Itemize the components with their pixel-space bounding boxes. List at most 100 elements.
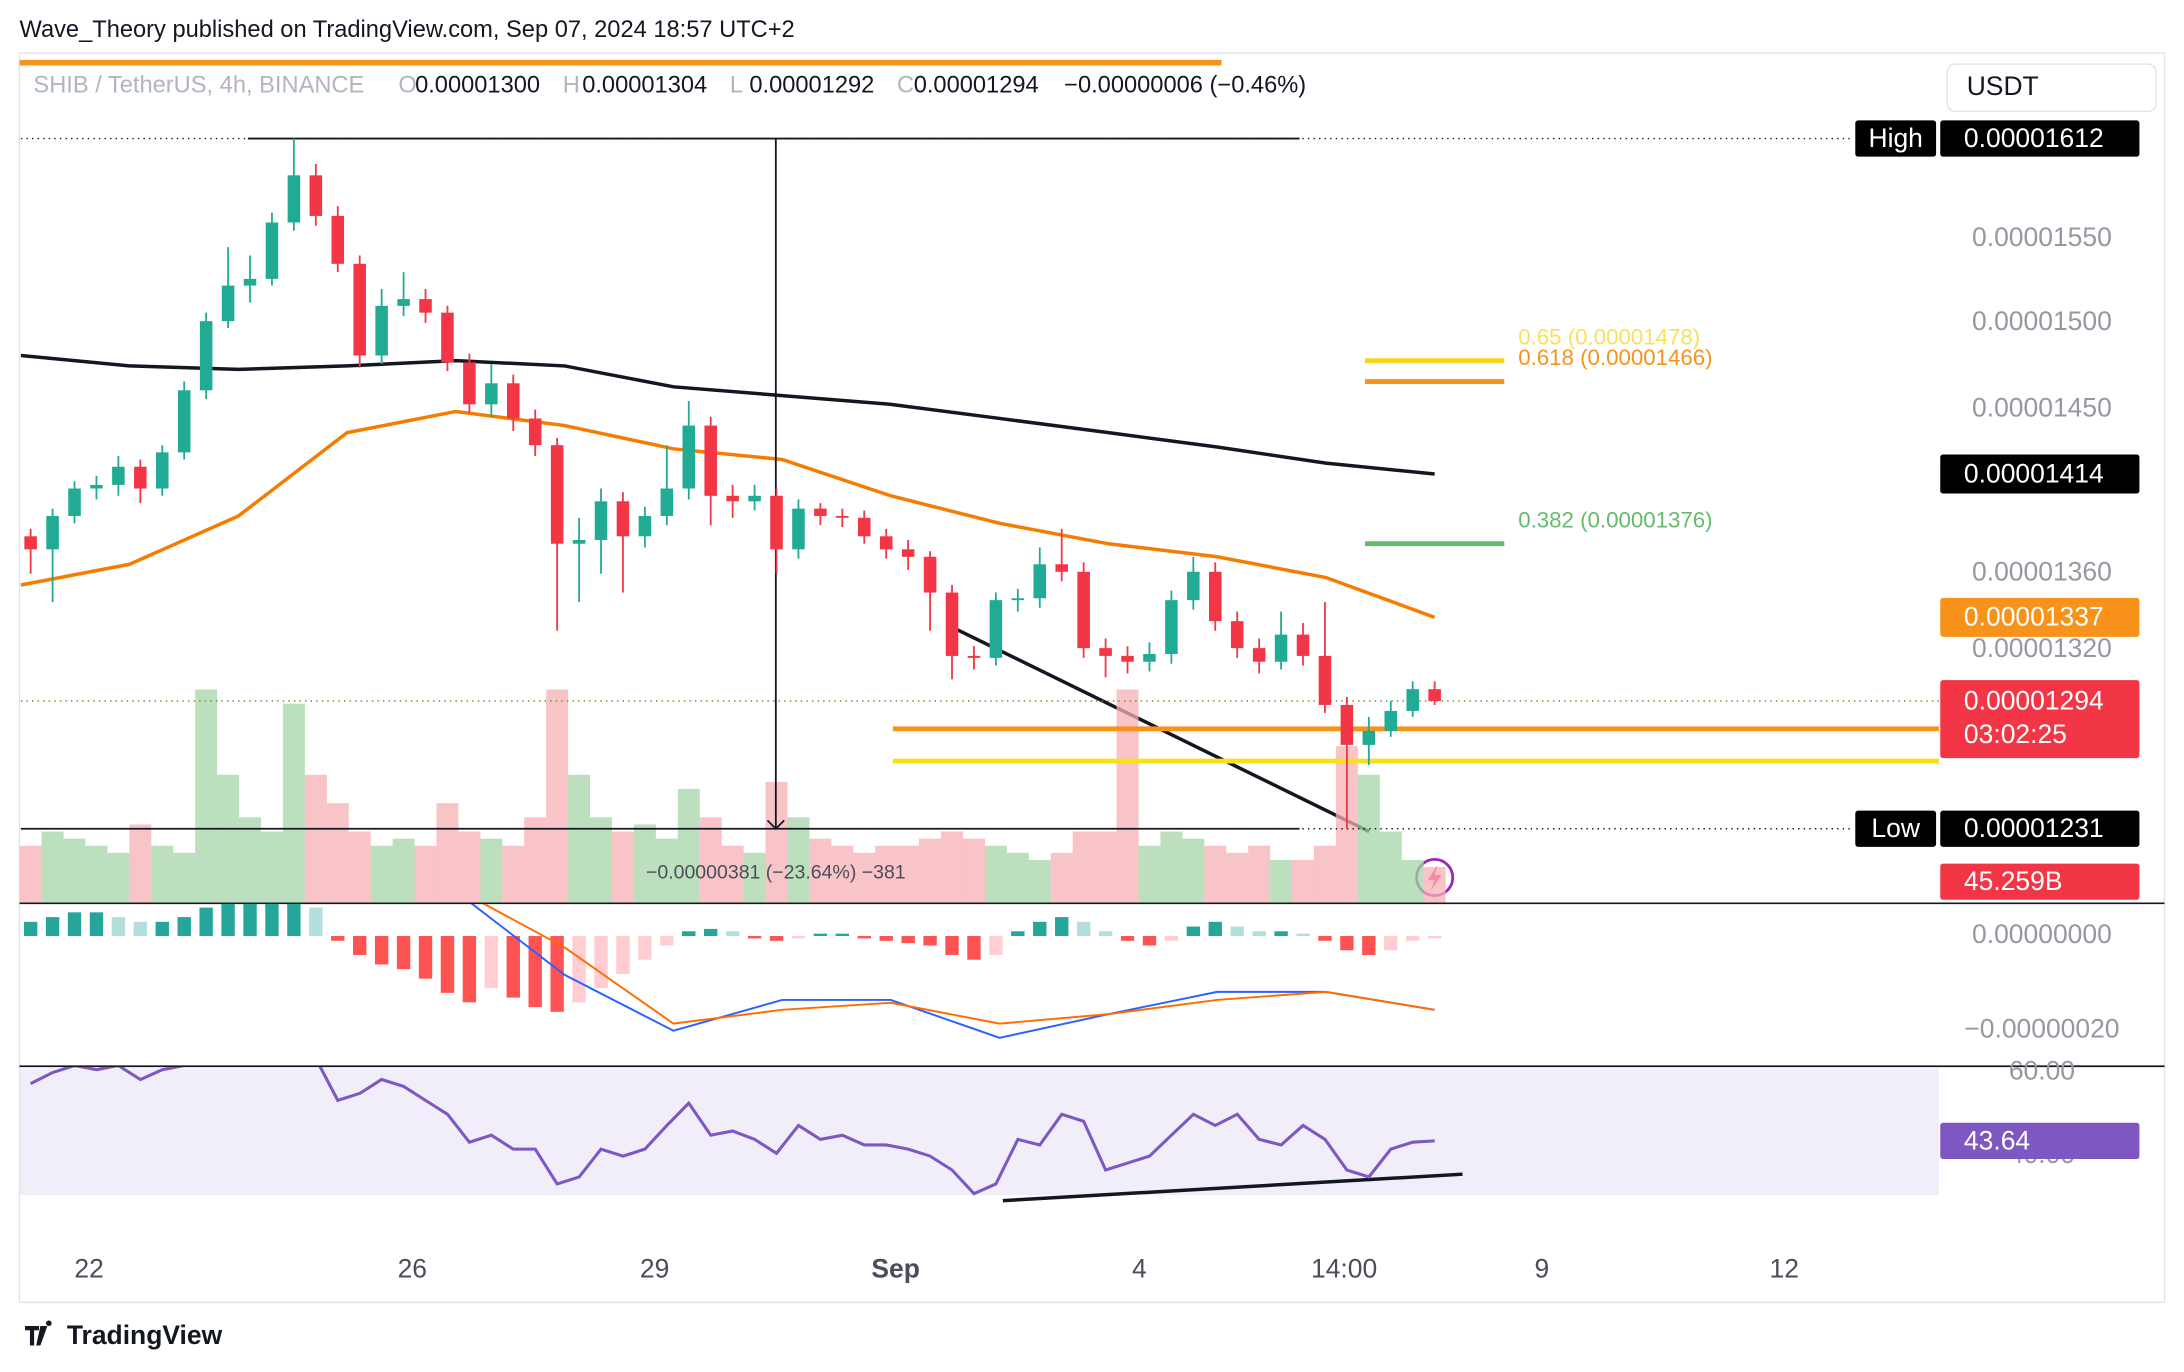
macd-histogram-bar (45, 917, 60, 937)
volume-bar (1094, 831, 1117, 903)
macd-histogram-bar (265, 903, 279, 937)
macd-histogram-bar (89, 912, 104, 937)
volume-bar (1292, 859, 1315, 903)
volume-badge-bg (1940, 863, 2140, 900)
loading-bar (19, 59, 1222, 66)
volume-bar (1050, 852, 1073, 903)
candle-body (134, 466, 147, 489)
volume-bar (1379, 831, 1402, 903)
macd-histogram-bar (967, 936, 981, 960)
candle-body (1165, 600, 1178, 654)
y-tick-label: 0.00001360 (1972, 557, 2112, 587)
volume-bar (677, 788, 700, 903)
volume-bar (546, 689, 569, 903)
volume-bar (151, 845, 174, 903)
volume-bar (1204, 845, 1227, 903)
volume-bar (962, 838, 985, 903)
ema-badge: 0.00001414 (1964, 458, 2104, 488)
macd-histogram-bar (1362, 936, 1376, 955)
candle-body (638, 515, 652, 537)
macd-histogram-bar (67, 912, 82, 937)
macd-histogram-bar (177, 917, 191, 937)
candle-body (68, 488, 81, 516)
macd-histogram-bar (682, 931, 696, 937)
ohlc-value: 0.00001300 (415, 73, 540, 99)
x-tick-label: 29 (640, 1253, 669, 1283)
volume-bar (1072, 831, 1095, 903)
x-tick-label: 14:00 (1311, 1253, 1377, 1283)
macd-histogram-bar (616, 936, 630, 974)
candle-body (1406, 689, 1419, 711)
candle-body (177, 390, 191, 453)
volume-bar (568, 774, 591, 903)
y-tick-label: 0.00000000 (1972, 919, 2112, 949)
volume-bar (853, 852, 876, 903)
candle-body (616, 501, 630, 537)
macd-histogram-bar (1384, 936, 1398, 951)
macd-histogram-bar (813, 933, 828, 937)
x-tick-label: 9 (1535, 1253, 1550, 1283)
macd-histogram-bar (594, 936, 608, 989)
low-tag: Low (1871, 813, 1920, 843)
volume-bar (787, 817, 810, 903)
macd-histogram-bar (331, 936, 345, 941)
candle-body (858, 517, 871, 537)
macd-histogram-bar (879, 936, 893, 941)
macd-histogram-bar (901, 936, 915, 944)
volume-bar (1313, 845, 1336, 903)
macd-histogram-bar (550, 936, 564, 1012)
macd-histogram-bar (572, 936, 586, 1003)
volume-bar (1357, 774, 1380, 903)
ohlc-key: H (563, 73, 580, 99)
macd-histogram-bar (243, 903, 257, 937)
macd-histogram-bar (1406, 936, 1420, 941)
volume-bar (1028, 859, 1051, 903)
macd-histogram-bar (374, 936, 389, 965)
volume-bar (392, 838, 415, 903)
volume-bar (370, 845, 393, 903)
volume-bar (348, 831, 371, 903)
candle-body (1099, 648, 1112, 656)
candle-body (770, 495, 783, 550)
volume-bar (1160, 831, 1183, 903)
volume-bar (41, 831, 64, 903)
macd-line (482, 903, 1435, 1025)
macd-histogram-bar (638, 936, 652, 960)
candle-body (485, 383, 498, 405)
rsi-trendline (1002, 1172, 1463, 1203)
candle-body (1230, 621, 1244, 649)
macd-histogram-bar (704, 928, 718, 937)
candle-body (945, 592, 959, 656)
candle-body (967, 655, 981, 658)
macd-histogram-bar (1120, 936, 1135, 941)
logo-mark (25, 1320, 52, 1346)
volume-bar (590, 817, 613, 903)
macd-histogram-bar (1055, 917, 1069, 937)
macd-line (470, 903, 1435, 1039)
logo-text: TradingView (67, 1320, 223, 1350)
macd-histogram-bar (23, 921, 38, 937)
currency-button[interactable] (1946, 63, 2157, 113)
ohlc-value: 0.00001294 (914, 73, 1039, 99)
volume-bar (699, 817, 722, 903)
ohlc-key: L (730, 73, 743, 99)
macd-histogram-bar (660, 936, 674, 946)
candle-body (748, 495, 761, 502)
candle-body (112, 466, 125, 485)
candle-body (221, 285, 235, 322)
publish-header: Wave_Theory published on TradingView.com… (19, 17, 794, 43)
currency-label[interactable]: USDT (1967, 71, 2039, 101)
macd-histogram-bar (1274, 931, 1288, 937)
volume-bar (919, 838, 942, 903)
y-tick-label: 60.00 (2009, 1056, 2075, 1086)
candle-body (572, 540, 586, 544)
ohlc-key: C (897, 73, 914, 99)
macd-histogram-bar (747, 936, 762, 939)
macd-histogram-bar (857, 936, 871, 939)
volume-bar (217, 774, 240, 903)
rsi-line (29, 1066, 1435, 1196)
pane-group (24, 138, 1441, 829)
volume-bar (743, 852, 766, 903)
